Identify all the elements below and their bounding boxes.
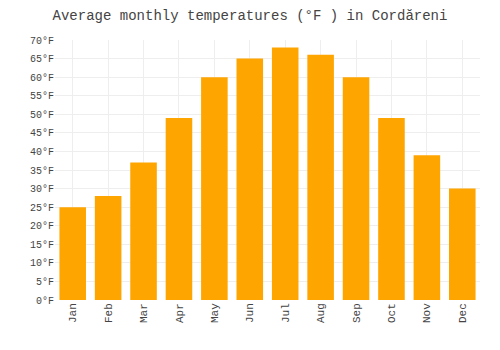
svg-text:70°F: 70°F bbox=[30, 36, 54, 47]
svg-text:65°F: 65°F bbox=[30, 54, 54, 65]
svg-text:Dec: Dec bbox=[457, 303, 469, 323]
svg-text:20°F: 20°F bbox=[30, 221, 54, 232]
svg-text:40°F: 40°F bbox=[30, 147, 54, 158]
svg-text:0°F: 0°F bbox=[36, 296, 54, 307]
svg-text:Mar: Mar bbox=[138, 303, 150, 323]
svg-text:25°F: 25°F bbox=[30, 203, 54, 214]
svg-text:Sep: Sep bbox=[351, 303, 363, 323]
svg-text:15°F: 15°F bbox=[30, 240, 54, 251]
svg-text:Average monthly temperatures (: Average monthly temperatures (°F ) in Co… bbox=[53, 8, 448, 24]
svg-text:Jun: Jun bbox=[244, 303, 256, 323]
svg-text:Apr: Apr bbox=[174, 303, 186, 323]
svg-text:55°F: 55°F bbox=[30, 91, 54, 102]
svg-text:35°F: 35°F bbox=[30, 166, 54, 177]
svg-text:Jan: Jan bbox=[67, 303, 79, 323]
svg-text:May: May bbox=[209, 303, 221, 323]
svg-text:50°F: 50°F bbox=[30, 110, 54, 121]
svg-text:60°F: 60°F bbox=[30, 73, 54, 84]
svg-text:Feb: Feb bbox=[103, 303, 115, 323]
svg-text:30°F: 30°F bbox=[30, 184, 54, 195]
svg-text:Aug: Aug bbox=[315, 303, 327, 323]
svg-text:Nov: Nov bbox=[421, 303, 433, 323]
svg-text:Oct: Oct bbox=[386, 303, 398, 323]
svg-text:45°F: 45°F bbox=[30, 128, 54, 139]
svg-text:5°F: 5°F bbox=[36, 277, 54, 288]
svg-text:Jul: Jul bbox=[280, 303, 292, 323]
svg-text:10°F: 10°F bbox=[30, 258, 54, 269]
